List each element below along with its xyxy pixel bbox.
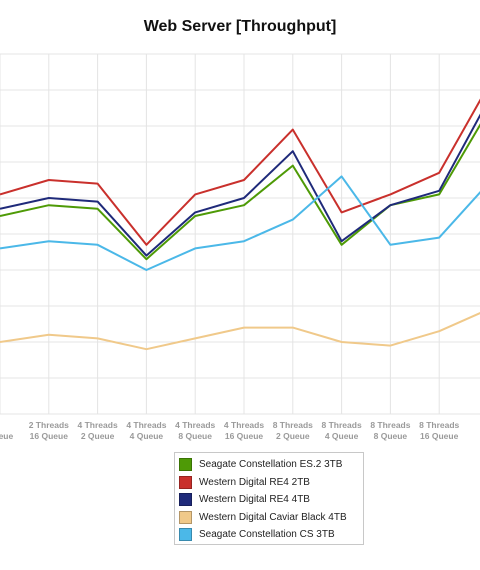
- legend-swatch: [179, 458, 192, 472]
- legend-label: Western Digital Caviar Black 4TB: [199, 511, 347, 523]
- series-line-5: [0, 175, 480, 271]
- x-tick-label: 4 Queue: [130, 431, 164, 441]
- legend-swatch: [179, 528, 192, 542]
- x-tick-label: 8 Threads: [419, 420, 459, 430]
- series-line-2: [0, 98, 480, 246]
- x-tick-label: 8 Queue: [178, 431, 212, 441]
- x-tick-label: 2 Queue: [276, 431, 310, 441]
- legend-item[interactable]: Seagate Constellation CS 3TB: [179, 526, 359, 544]
- x-tick-label: 16 Queue: [30, 431, 69, 441]
- legend-item[interactable]: Western Digital RE4 2TB: [179, 474, 359, 492]
- legend-label: Western Digital RE4 4TB: [199, 494, 310, 506]
- x-tick-label: 16 Queue: [420, 431, 459, 441]
- x-tick-label: 2 Queue: [81, 431, 115, 441]
- x-tick-label: Queue: [0, 431, 13, 441]
- legend-item[interactable]: Western Digital RE4 4TB: [179, 491, 359, 509]
- series-lines: [0, 98, 480, 351]
- legend-label: Seagate Constellation CS 3TB: [199, 529, 335, 541]
- legend-item[interactable]: Seagate Constellation ES.2 3TB: [179, 456, 359, 474]
- x-tick-label: 16 Queue: [225, 431, 264, 441]
- legend-swatch: [179, 510, 192, 524]
- series-line-1: [0, 123, 480, 261]
- x-tick-label: 4 Threads: [175, 420, 215, 430]
- x-tick-label: 4 Threads: [78, 420, 118, 430]
- legend-item[interactable]: Western Digital Caviar Black 4TB: [179, 509, 359, 527]
- x-tick-label: 4 Threads: [224, 420, 264, 430]
- x-tick-label: 2 Threads: [29, 420, 69, 430]
- chart-title: Web Server [Throughput]: [143, 18, 337, 35]
- legend-swatch: [179, 475, 192, 489]
- x-tick-label: 8 Threads: [370, 420, 410, 430]
- legend-label: Western Digital RE4 2TB: [199, 476, 310, 488]
- x-tick-label: 8 Queue: [374, 431, 408, 441]
- legend-label: Seagate Constellation ES.2 3TB: [199, 459, 343, 471]
- series-line-3: [0, 113, 480, 257]
- legend-swatch: [179, 493, 192, 507]
- x-tick-label: 8 Threads: [322, 420, 362, 430]
- grid: [0, 53, 480, 415]
- series-line-4: [0, 312, 480, 351]
- x-tick-label: 8 Threads: [273, 420, 313, 430]
- x-tick-label: 4 Threads: [126, 420, 166, 430]
- x-tick-label: 4 Queue: [325, 431, 359, 441]
- legend: Seagate Constellation ES.2 3TB Western Di…: [174, 452, 364, 545]
